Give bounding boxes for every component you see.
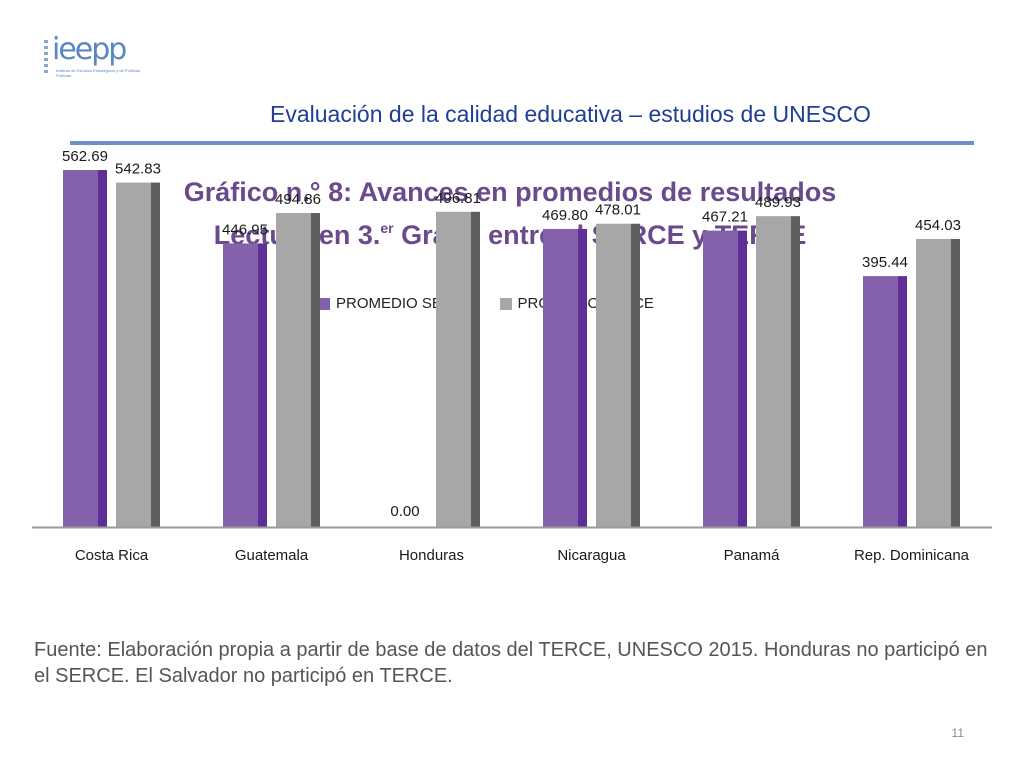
bar-side-terce-costa-rica: [151, 182, 160, 527]
bar-terce-rep-dominicana: [916, 238, 951, 528]
bar-side-terce-panama: [791, 216, 800, 527]
source-note: Fuente: Elaboración propia a partir de b…: [34, 639, 988, 687]
bar-terce-honduras: [436, 211, 471, 527]
bar-side-serce-costa-rica: [98, 170, 107, 527]
category-label-nicaragua: Nicaragua: [557, 547, 626, 564]
bar-side-serce-guatemala: [258, 243, 267, 527]
title-divider: [70, 141, 974, 145]
legend-swatch-terce: [499, 297, 512, 310]
data-label-serce-rep-dominicana: 395.44: [862, 254, 908, 271]
data-label-serce-honduras: 0.00: [390, 503, 419, 520]
bar-chart: 562.69 542.83 Costa Rica 446.95 494.86 Guatem…: [32, 148, 992, 564]
category-label-panama: Panamá: [724, 547, 781, 564]
data-label-terce-honduras: 496.81: [435, 190, 481, 207]
logo-subtitle: Instituto de Estudios Estratégicos y de …: [56, 68, 141, 78]
bar-serce-costa-rica: [63, 170, 98, 527]
data-label-terce-panama: 489.93: [755, 194, 801, 211]
bar-side-serce-rep-dominicana: [898, 276, 907, 527]
bar-side-terce-honduras: [471, 211, 480, 527]
chart-heading-line1: Gráfico n.° 8: Avances en promedios de r…: [183, 177, 837, 207]
chart-heading-superscript: er: [380, 220, 394, 236]
logo-bars: [44, 40, 48, 76]
category-label-guatemala: Guatemala: [235, 547, 309, 564]
legend-swatch-serce: [318, 297, 330, 310]
ieepp-logo: ieepp Instituto de Estudios Estratégicos…: [44, 32, 154, 84]
category-label-costa-rica: Costa Rica: [75, 547, 149, 564]
data-label-serce-panama: 467.21: [702, 209, 748, 226]
bar-terce-panama: [756, 216, 791, 527]
category-label-rep-dominicana: Rep. Dominicana: [854, 547, 970, 564]
slide-title: Evaluación de la calidad educativa – est…: [270, 101, 871, 127]
bar-serce-nicaragua: [543, 228, 578, 528]
data-label-serce-guatemala: 446.95: [222, 221, 268, 238]
data-label-terce-rep-dominicana: 454.03: [915, 217, 961, 234]
data-label-terce-nicaragua: 478.01: [595, 202, 641, 219]
data-label-serce-nicaragua: 469.80: [542, 207, 588, 224]
page-number: 11: [951, 726, 964, 740]
bar-serce-rep-dominicana: [863, 276, 898, 527]
bar-terce-costa-rica: [116, 182, 151, 527]
category-label-honduras: Honduras: [399, 547, 464, 564]
bar-terce-nicaragua: [596, 223, 631, 527]
bar-serce-panama: [703, 230, 738, 527]
bar-terce-guatemala: [276, 213, 311, 527]
data-label-serce-costa-rica: 562.69: [62, 148, 108, 165]
data-label-terce-guatemala: 494.86: [275, 191, 321, 208]
bar-side-serce-panama: [738, 230, 747, 527]
bar-side-terce-nicaragua: [631, 223, 640, 527]
bar-serce-guatemala: [223, 243, 258, 527]
bar-side-terce-rep-dominicana: [951, 238, 960, 528]
data-label-terce-costa-rica: 542.83: [115, 161, 161, 178]
bar-side-serce-nicaragua: [578, 228, 587, 528]
logo-wordmark: ieepp: [52, 32, 127, 67]
bar-side-terce-guatemala: [311, 213, 320, 527]
